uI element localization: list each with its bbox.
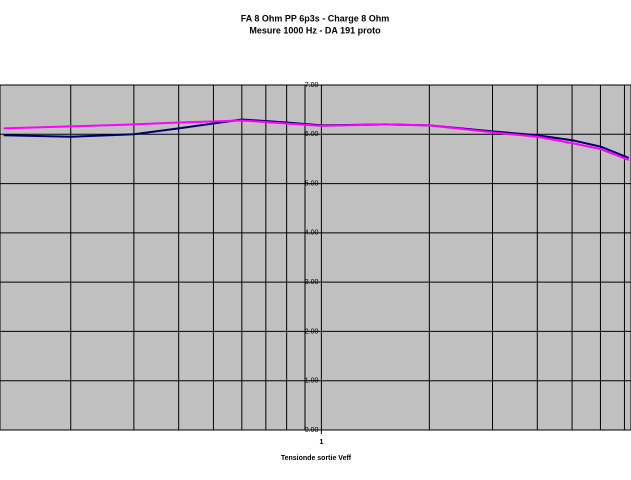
y-tick-label: 2.00 [305,328,319,335]
x-axis-label: Tensionde sortie Veff [281,455,352,462]
chart-title: FA 8 Ohm PP 6p3s - Charge 8 Ohm [241,13,390,23]
y-tick-label: 0.00 [305,427,319,434]
plot-area [0,84,631,431]
series-line [3,119,630,161]
y-tick-label: 7.00 [305,82,319,89]
y-tick-label: 3.00 [305,279,319,286]
x-tick-label: 1 [319,439,323,446]
y-tick-label: 1.00 [305,378,319,385]
chart-subtitle: Mesure 1000 Hz - DA 191 proto [249,25,381,35]
y-tick-label: 6.00 [305,131,319,138]
y-tick-label: 4.00 [305,230,319,237]
y-tick-label: 5.00 [305,180,319,187]
